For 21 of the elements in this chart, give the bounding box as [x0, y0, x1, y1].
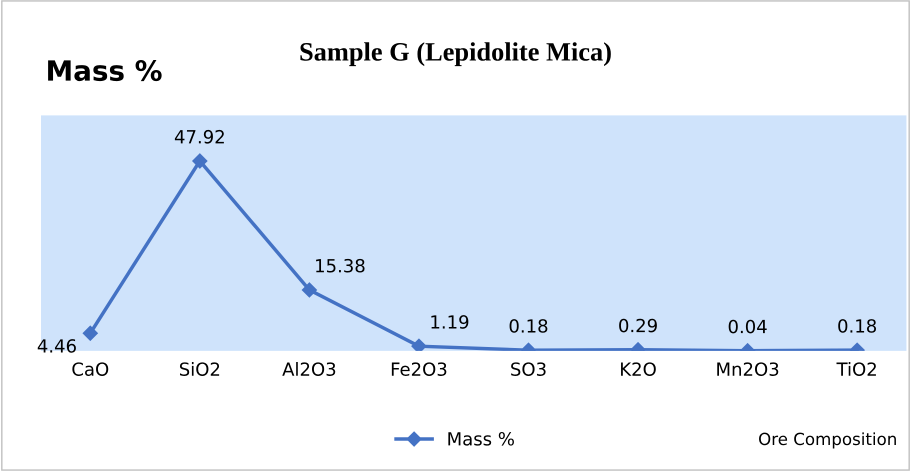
data-label: 0.18: [510, 319, 548, 333]
data-label: 1.19: [431, 315, 468, 329]
data-label: 0.18: [838, 319, 876, 333]
legend-label: Mass %: [448, 432, 514, 446]
data-label: 4.46: [38, 339, 76, 353]
x-tick-label: CaO: [72, 362, 108, 376]
text: Ore Composition: [759, 432, 896, 448]
point: [192, 153, 208, 169]
x-tick-label: K2O: [621, 362, 656, 376]
x-tick-label: TiO2: [836, 362, 876, 376]
x-tick-label: SiO2: [180, 362, 220, 376]
x-tick-label: Al2O3: [282, 362, 336, 376]
data-label: 15.38: [316, 258, 365, 273]
data-label: 47.92: [174, 130, 224, 144]
x-tick-label: Fe2O3: [392, 362, 446, 376]
x-tick-label: Mn2O3: [717, 362, 778, 376]
chart-title: Sample G (Lepidolite Mica): [300, 42, 611, 66]
data-label: 0.29: [619, 318, 657, 332]
y-axis-title: Mass %: [48, 60, 162, 82]
data-label: 0.04: [728, 320, 767, 334]
x-tick-label: SO3: [511, 362, 546, 376]
